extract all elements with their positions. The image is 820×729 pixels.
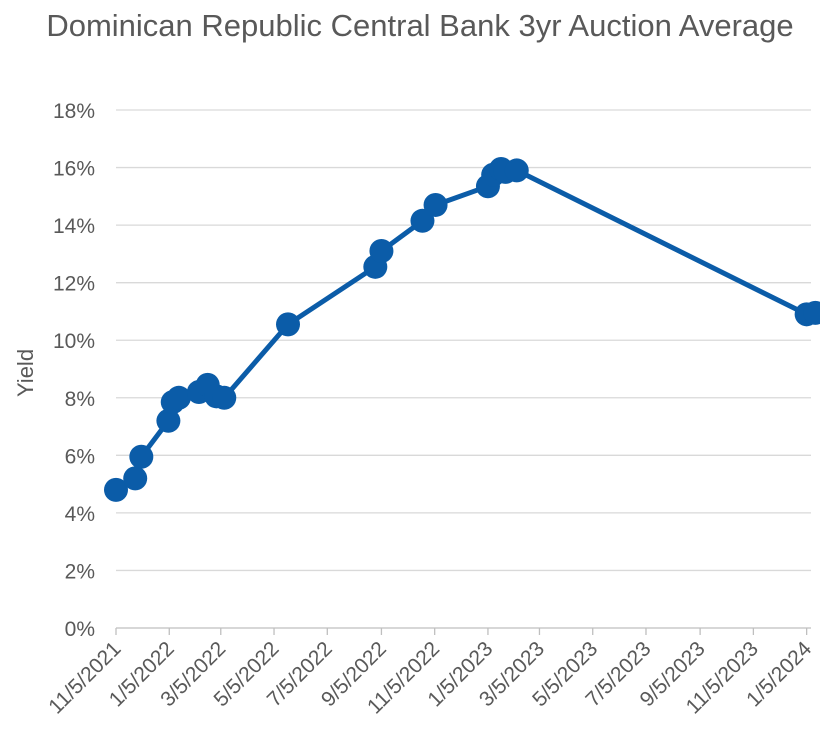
y-tick-label: 16% [53, 158, 95, 181]
y-tick-label: 10% [53, 330, 95, 353]
y-tick-label: 0% [65, 618, 95, 641]
y-tick-label: 4% [65, 503, 95, 526]
data-point [423, 192, 448, 217]
y-tick-label: 6% [65, 445, 95, 468]
data-point [212, 385, 237, 410]
data-point [410, 208, 435, 233]
data-point [166, 385, 191, 410]
data-point [369, 239, 394, 264]
data-point [276, 312, 301, 337]
data-point [156, 408, 181, 433]
y-tick-label: 18% [53, 100, 95, 123]
y-tick-labels: 0% 2% 4% 6% 8% 10% 12% 14% 16% 18% [53, 100, 95, 641]
y-tick-label: 14% [53, 215, 95, 238]
y-tick-label: 12% [53, 273, 95, 296]
series-layer [104, 156, 820, 502]
y-axis-label: Yield [13, 349, 38, 397]
data-point [504, 158, 529, 183]
x-axis: 11/5/20211/5/20223/5/20225/5/20227/5/202… [44, 627, 816, 719]
chart-title: Dominican Republic Central Bank 3yr Auct… [46, 8, 794, 43]
x-tick-label: 11/5/2021 [44, 637, 125, 718]
gridlines [116, 109, 811, 572]
y-tick-label: 8% [65, 388, 95, 411]
series-line [113, 166, 818, 493]
data-point [123, 466, 148, 491]
y-tick-label: 2% [65, 560, 95, 583]
data-point [803, 300, 820, 325]
data-point [129, 444, 154, 469]
data-point [104, 477, 128, 502]
